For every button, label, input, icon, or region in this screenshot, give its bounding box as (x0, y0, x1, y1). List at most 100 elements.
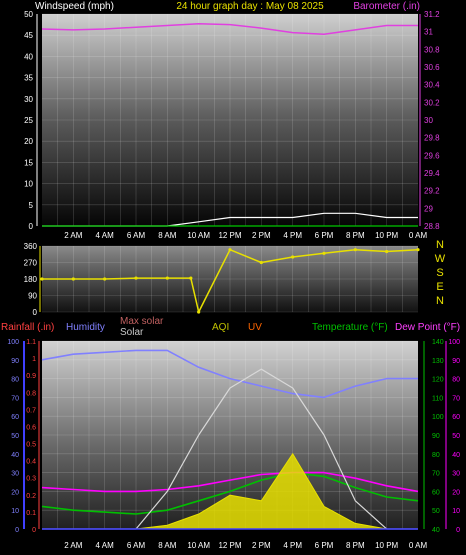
humidity-line (41, 349, 418, 399)
dewpoint-tick-label: 60 (452, 414, 460, 421)
legend-uv: UV (248, 322, 262, 333)
x-tick-label-bottom: 4 PM (283, 541, 302, 550)
barometer-tick-label: 29.4 (424, 169, 440, 178)
compass-letter: S (436, 267, 443, 279)
wind-direction-point (165, 276, 169, 280)
humidity-tick-label: 40 (11, 452, 19, 459)
dewpoint-tick-label: 40 (452, 452, 460, 459)
barometer-axis-title: Barometer (.in) (353, 1, 420, 12)
x-tick-label-top: 0 AM (409, 231, 428, 240)
temperature-tick-label: 80 (432, 452, 440, 459)
wind-panel-plot (42, 14, 418, 226)
temperature-tick-label: 60 (432, 489, 440, 496)
windspeed-tick-label: 35 (24, 74, 33, 83)
dewpoint-tick-label: 10 (452, 508, 460, 515)
x-tick-label-top: 8 PM (346, 231, 365, 240)
windspeed-tick-label: 40 (24, 52, 33, 61)
barometer-tick-label: 29.6 (424, 151, 440, 160)
data-series (40, 22, 420, 530)
windspeed-tick-label: 10 (24, 180, 33, 189)
x-tick-label-bottom: 4 AM (96, 541, 115, 550)
x-tick-label-top: 2 AM (64, 231, 83, 240)
x-tick-label-top: 2 PM (252, 231, 271, 240)
dew-point-f-line (41, 471, 419, 493)
legend-solar: Solar (120, 327, 144, 338)
windspeed-tick-label: 0 (29, 222, 34, 231)
chart-title: 24 hour graph day : May 08 2025 (176, 1, 324, 12)
humidity-tick-label: 100 (7, 339, 19, 346)
dewpoint-tick-label: 100 (448, 339, 460, 346)
windspeed-tick-label: 20 (24, 137, 33, 146)
x-tick-label-bottom: 8 AM (158, 541, 177, 550)
legend-dewpoint: Dew Point (°F) (395, 322, 460, 333)
x-tick-label-top: 8 AM (158, 231, 177, 240)
compass-letter: N (436, 295, 444, 307)
wind-direction-point (103, 277, 107, 281)
wind-direction-point (322, 251, 326, 255)
windspeed-tick-label: 5 (29, 201, 34, 210)
barometer-tick-label: 29.2 (424, 187, 440, 196)
compass-letter: E (436, 281, 443, 293)
windspeed-tick-label: 15 (24, 158, 33, 167)
x-tick-label-top: 10 AM (187, 231, 210, 240)
wind-direction-point (385, 249, 389, 254)
dewpoint-tick-label: 20 (452, 489, 460, 496)
temperature-tick-label: 40 (432, 527, 440, 534)
dewpoint-tick-label: 50 (452, 433, 460, 440)
direction-tick-label: 90 (28, 292, 37, 301)
x-tick-label-bottom: 6 AM (127, 541, 146, 550)
x-tick-label-top: 6 AM (127, 231, 146, 240)
barometer-tick-label: 30.2 (424, 98, 440, 107)
wind-direction-line (42, 248, 419, 313)
rainfall-tick-label: 0.6 (26, 424, 36, 431)
temperature-tick-label: 90 (432, 433, 440, 440)
direction-tick-label: 180 (24, 275, 38, 284)
humidity-tick-label: 0 (15, 527, 19, 534)
compass-letter: N (436, 239, 444, 251)
wind-direction-point (197, 310, 201, 314)
temperature-tick-label: 140 (432, 339, 444, 346)
rainfall-tick-label: 0.7 (26, 407, 36, 414)
temperature-f-line (41, 471, 419, 515)
x-tick-label-top: 10 PM (375, 231, 398, 240)
barometer-tick-label: 31 (424, 28, 433, 37)
dewpoint-tick-label: 80 (452, 377, 460, 384)
x-tick-label-bottom: 0 AM (409, 541, 428, 550)
humidity-tick-label: 90 (11, 358, 19, 365)
wind-direction-point (189, 276, 193, 280)
temperature-tick-label: 110 (432, 395, 443, 402)
windspeed-tick-label: 30 (24, 95, 33, 104)
dewpoint-tick-label: 0 (456, 527, 460, 534)
x-tick-label-bottom: 2 PM (252, 541, 271, 550)
rainfall-tick-label: 1 (32, 356, 36, 363)
humidity-tick-label: 80 (11, 377, 19, 384)
legend-aqi: AQI (212, 322, 229, 333)
temperature-tick-label: 100 (432, 414, 444, 421)
humidity-tick-label: 30 (11, 471, 19, 478)
windspeed-tick-label: 25 (24, 116, 33, 125)
windspeed-axis-title: Windspeed (mph) (35, 1, 114, 12)
dewpoint-tick-label: 90 (452, 358, 460, 365)
wind-direction-point (40, 277, 44, 281)
temperature-tick-label: 120 (432, 377, 444, 384)
x-tick-label-bottom: 12 PM (218, 541, 241, 550)
wind-direction-point (416, 248, 420, 252)
direction-tick-label: 270 (24, 259, 38, 268)
barometer-tick-label: 29 (424, 204, 433, 213)
dewpoint-tick-label: 30 (452, 471, 460, 478)
wind-direction-point (228, 248, 232, 252)
windspeed-tick-label: 50 (24, 10, 33, 19)
wind-direction-point (71, 277, 75, 281)
barometer-tick-label: 31.2 (424, 10, 440, 19)
compass-letter: W (435, 253, 446, 265)
rainfall-tick-label: 0.4 (26, 459, 36, 466)
direction-tick-label: 0 (33, 308, 38, 317)
barometer-tick-label: 29.8 (424, 134, 440, 143)
rainfall-tick-label: 0.1 (26, 510, 36, 517)
humidity-tick-label: 50 (11, 433, 19, 440)
wind-direction-point (134, 276, 138, 280)
legend-temperature: Temperature (°F) (312, 322, 388, 333)
x-tick-label-top: 12 PM (218, 231, 241, 240)
